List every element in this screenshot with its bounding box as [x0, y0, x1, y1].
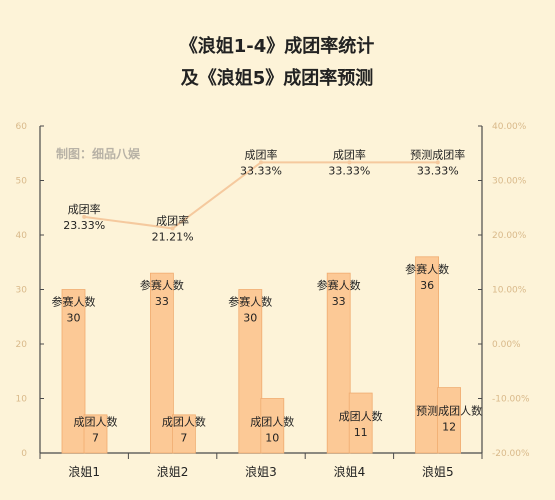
y-right-tick-label: 40.00% — [492, 122, 527, 132]
participants-value-label: 33 — [332, 295, 346, 308]
rate-value-label: 33.33% — [417, 164, 459, 177]
participants-value-label: 30 — [243, 312, 257, 325]
members-series-label: 成团人数 — [162, 416, 206, 429]
y-left-tick-label: 10 — [16, 395, 28, 405]
bar-members — [83, 414, 108, 454]
rate-point — [170, 226, 175, 231]
x-category-label: 浪姐4 — [334, 464, 366, 479]
members-series-label: 成团人数 — [339, 410, 383, 423]
members-series-label: 成团人数 — [74, 416, 118, 429]
y-left-tick-label: 20 — [16, 340, 28, 350]
bar-participants — [326, 272, 351, 454]
bar-participants — [415, 256, 440, 454]
members-value-label: 12 — [442, 421, 456, 434]
participants-series-label: 参赛人数 — [228, 295, 272, 309]
rate-point — [347, 160, 352, 165]
rate-point — [435, 160, 440, 165]
members-value-label: 11 — [354, 426, 368, 439]
y-left-tick-label: 50 — [16, 177, 28, 187]
chart-title-line2: 及《浪姐5》成团率预测 — [181, 67, 374, 89]
y-right-tick-label: 30.00% — [492, 177, 527, 187]
members-value-label: 7 — [180, 432, 187, 445]
participants-value-label: 36 — [420, 279, 434, 292]
members-series-label: 成团人数 — [250, 416, 294, 429]
rate-series-label: 成团率 — [68, 202, 101, 216]
y-right-tick-label: -10.00% — [492, 395, 530, 405]
y-left-tick-label: 40 — [16, 231, 28, 241]
members-series-label: 预测成团人数 — [416, 405, 482, 418]
bar-members — [348, 392, 373, 454]
participants-value-label: 30 — [67, 312, 81, 325]
participants-series-label: 参赛人数 — [52, 295, 96, 309]
plot-area: 0 10 20 30 40 50 60 -20.00% -10.00% 0.00% 10.00% 20… — [16, 122, 530, 479]
rate-point — [82, 214, 87, 219]
bar-members — [437, 387, 462, 454]
bar-participants — [61, 289, 86, 454]
x-category-label: 浪姐5 — [422, 464, 454, 479]
rate-value-label: 23.33% — [63, 219, 105, 232]
watermark: 制图：细品八娱 — [56, 146, 141, 161]
bar-participants — [238, 289, 263, 454]
bar-participants — [149, 272, 174, 454]
y-right-tick-label: -20.00% — [492, 449, 530, 459]
rate-series-label: 成团率 — [156, 213, 189, 227]
members-value-label: 10 — [265, 432, 279, 445]
rate-point — [259, 160, 263, 165]
rate-value-label: 33.33% — [328, 164, 370, 177]
y-left-tick-label: 0 — [21, 449, 27, 459]
y-right-tick-label: 10.00% — [492, 286, 527, 296]
y-right-tick-label: 20.00% — [492, 231, 527, 241]
participants-series-label: 参赛人数 — [405, 262, 449, 276]
x-category-label: 浪姐2 — [157, 464, 189, 479]
rate-value-label: 21.21% — [152, 230, 194, 243]
y-right-tick-label: 0.00% — [492, 340, 521, 350]
rate-value-label: 33.33% — [240, 164, 282, 177]
members-value-label: 7 — [92, 432, 99, 445]
x-category-label: 浪姐1 — [68, 464, 100, 479]
bar-members — [260, 398, 285, 454]
participants-series-label: 参赛人数 — [317, 278, 361, 292]
y-left-tick-label: 60 — [16, 122, 28, 132]
x-category-label: 浪姐3 — [245, 464, 277, 479]
rate-series-label: 成团率 — [245, 147, 278, 161]
y-left-tick-label: 30 — [16, 286, 28, 296]
chart-title-line1: 《浪姐1-4》成团率统计 — [180, 35, 375, 57]
participants-value-label: 33 — [155, 295, 169, 308]
participants-series-label: 参赛人数 — [140, 278, 184, 292]
rate-series-label: 成团率 — [333, 147, 366, 161]
rate-series-label: 预测成团率 — [410, 147, 465, 161]
bar-members — [171, 414, 196, 454]
